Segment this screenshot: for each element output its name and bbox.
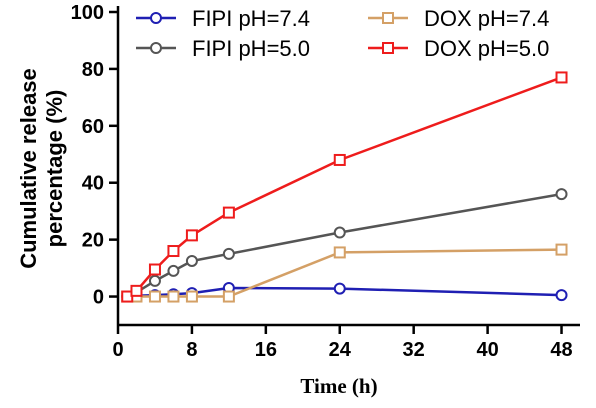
x-tick-label: 8 <box>186 339 197 361</box>
legend-label: DOX pH=5.0 <box>424 36 549 61</box>
data-point <box>555 188 568 201</box>
data-point <box>333 282 346 295</box>
legend-label: DOX pH=7.4 <box>424 6 549 31</box>
y-tick-label: 100 <box>71 2 104 24</box>
y-tick-label: 20 <box>82 230 104 252</box>
data-point <box>148 274 161 287</box>
data-point <box>167 245 180 258</box>
legend-marker <box>150 42 162 54</box>
data-point <box>333 226 346 239</box>
axis-labels: Time (h) Cumulative release percentage (%) <box>16 68 378 398</box>
legend-label: FIPI pH=7.4 <box>192 6 310 31</box>
series-3 <box>121 71 568 303</box>
data-point <box>167 290 180 303</box>
legend-label: FIPI pH=5.0 <box>192 36 310 61</box>
x-tick-label: 40 <box>476 339 498 361</box>
y-axis-title: Cumulative release percentage (%) <box>16 68 67 269</box>
y-tick-label: 60 <box>82 116 104 138</box>
data-point <box>185 254 198 267</box>
data-point <box>185 290 198 303</box>
legend-item: FIPI pH=5.0 <box>136 36 310 61</box>
y-axis-title-line: Cumulative release <box>16 68 41 269</box>
axes-layer: 0 20 40 60 80 100 0 8 16 24 32 40 48 <box>71 2 580 361</box>
series-line <box>126 192 562 298</box>
x-tick-label: 24 <box>329 339 352 361</box>
data-point <box>555 243 568 256</box>
data-point <box>222 247 235 260</box>
data-point <box>130 284 143 297</box>
data-point <box>222 290 235 303</box>
legend-item: DOX pH=7.4 <box>368 6 549 31</box>
data-point <box>333 153 346 166</box>
x-tick-label: 16 <box>255 339 277 361</box>
x-axis-title: Time (h) <box>300 374 377 398</box>
y-axis-title-line: percentage (%) <box>42 90 67 248</box>
data-point <box>167 264 180 277</box>
legend-item: DOX pH=5.0 <box>368 36 549 61</box>
data-point <box>333 246 346 259</box>
y-tick-label: 40 <box>82 173 104 195</box>
series-layer <box>121 71 568 303</box>
y-tick-label: 0 <box>93 287 104 309</box>
legend-marker <box>150 12 162 24</box>
legend: FIPI pH=7.4 FIPI pH=5.0 DOX pH=7.4 DOX pH=5… <box>136 6 549 61</box>
data-point <box>148 263 161 276</box>
legend-marker <box>382 42 394 54</box>
x-tick-label: 32 <box>403 339 425 361</box>
data-point <box>222 206 235 219</box>
x-tick-label: 48 <box>550 339 572 361</box>
data-point <box>555 71 568 84</box>
x-tick-label: 0 <box>112 339 123 361</box>
y-tick-label: 80 <box>82 59 104 81</box>
data-point <box>555 289 568 302</box>
data-point <box>148 290 161 303</box>
data-point <box>185 229 198 242</box>
legend-item: FIPI pH=7.4 <box>136 6 310 31</box>
series-1 <box>121 188 568 303</box>
legend-marker <box>382 12 394 24</box>
